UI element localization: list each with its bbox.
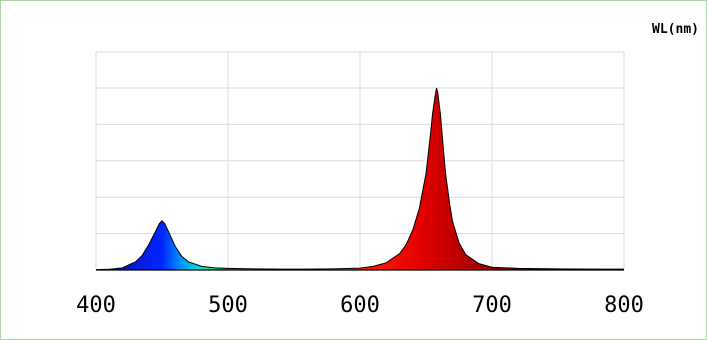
x-tick-label-500: 500 bbox=[208, 293, 248, 318]
spectrum-area bbox=[95, 87, 624, 271]
x-tick-label-400: 400 bbox=[76, 293, 116, 318]
x-tick-label-800: 800 bbox=[604, 293, 644, 318]
x-tick-labels: 400 500 600 700 800 bbox=[76, 293, 644, 318]
x-tick-label-700: 700 bbox=[472, 293, 512, 318]
x-tick-label-600: 600 bbox=[340, 293, 380, 318]
spectrum-outline bbox=[95, 87, 624, 271]
spectrum-fill bbox=[96, 88, 624, 270]
x-axis-unit-label: WL(nm) bbox=[652, 22, 699, 37]
grid bbox=[95, 51, 625, 271]
